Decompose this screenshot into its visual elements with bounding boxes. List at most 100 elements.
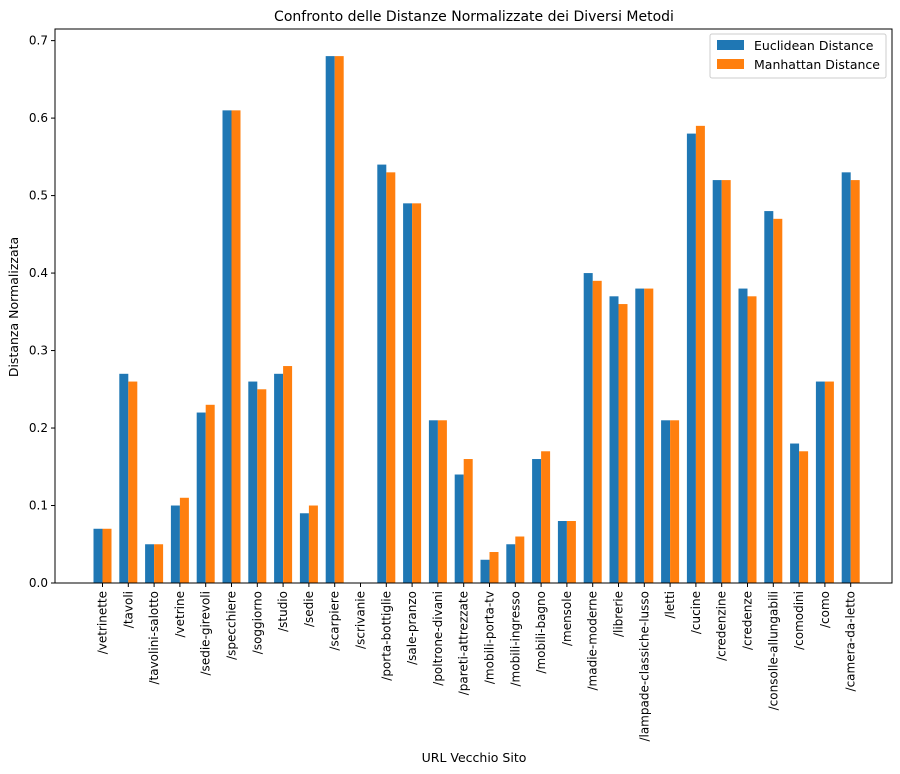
bar-manhattan-letti [670,420,680,583]
x-tick-label: /sedie [302,591,316,627]
bar-manhattan-mobili-ingresso [515,536,525,583]
legend-swatch [717,40,744,50]
x-tick-label: /porta-bottiglie [379,591,393,681]
bar-manhattan-soggiorno [257,389,267,583]
x-tick-label: /librerie [612,591,626,637]
bar-euclidean-comodini [790,443,800,583]
bar-euclidean-cucine [686,133,696,583]
y-tick-label: 0.4 [29,266,48,280]
bar-manhattan-studio [283,366,293,583]
bar-euclidean-lampade-classiche-lusso [635,288,645,583]
bar-euclidean-studio [274,373,284,583]
bar-euclidean-poltrone-divani [428,420,438,583]
x-tick-label: /vetrine [173,591,187,638]
bar-manhattan-credenze [747,296,757,583]
plot-frame [54,28,893,584]
bar-manhattan-mobili-bagno [541,451,551,583]
x-tick-label: /mobili-porta-tv [483,591,497,684]
bar-euclidean-scarpiere [325,56,335,584]
x-tick-label: /tavoli [121,591,135,628]
x-tick-label: /camera-da-letto [844,591,858,691]
legend-label: Euclidean Distance [754,38,874,53]
bar-euclidean-sedie-girevoli [196,412,206,583]
x-axis: /vetrinette/tavoli/tavolini-salotto/vetr… [96,583,858,742]
bar-manhattan-poltrone-divani [437,420,447,583]
x-tick-label: /letti [663,591,677,619]
bar-manhattan-sedie-girevoli [205,404,215,583]
y-axis-title: Distanza Normalizzata [6,237,21,377]
bar-manhattan-vetrinette [102,528,112,583]
y-tick-label: 0.3 [29,344,48,358]
bar-manhattan-specchiere [231,110,241,584]
x-tick-label: /credenzine [715,591,729,661]
x-tick-label: /credenze [741,591,755,650]
legend-swatch [717,59,744,69]
bar-euclidean-credenze [738,288,748,583]
bar-manhattan-tavolini-salotto [154,544,164,583]
x-tick-label: /lampade-classiche-lusso [637,591,651,742]
x-tick-label: /como [818,591,832,628]
x-tick-label: /madie-moderne [586,591,600,691]
bar-euclidean-mobili-bagno [532,459,542,583]
bar-manhattan-cucine [695,125,705,583]
bar-euclidean-librerie [609,296,619,583]
bar-euclidean-sedie [299,513,309,583]
y-axis: 0.0 0.1 0.2 0.3 0.4 0.5 0.6 0.7 [29,34,55,590]
chart-title: Confronto delle Distanze Normalizzate de… [274,9,674,25]
x-tick-label: /cucine [689,591,703,634]
bar-euclidean-consolle-allungabili [764,211,774,583]
bar-manhattan-librerie [618,304,628,583]
legend-label: Manhattan Distance [754,57,880,72]
bar-euclidean-credenzine [712,180,722,583]
bar-manhattan-mobili-porta-tv [489,552,499,583]
bar-manhattan-scarpiere [334,56,344,584]
bar-euclidean-vetrine [170,505,180,583]
plot-area [54,28,893,584]
y-tick-label: 0.6 [29,111,48,125]
y-tick-label: 0.0 [29,576,48,590]
bar-manhattan-madie-moderne [592,280,602,583]
x-tick-label: /comodini [792,591,806,650]
bar-euclidean-pareti-attrezzate [454,474,464,583]
bar-euclidean-camera-da-letto [841,172,851,583]
y-tick-label: 0.1 [29,499,48,513]
legend: Euclidean Distance Manhattan Distance [709,33,887,79]
bar-euclidean-soggiorno [248,381,258,583]
x-tick-label: /mobili-bagno [534,591,548,674]
x-tick-label: /poltrone-divani [431,591,445,686]
x-tick-label: /vetrinette [96,591,110,654]
bar-manhattan-porta-bottiglie [386,172,396,583]
bar-manhattan-sedie [308,505,318,583]
x-tick-label: /mobili-ingresso [508,591,522,686]
bar-manhattan-mensole [566,521,576,583]
bar-euclidean-sale-pranzo [403,203,413,583]
x-tick-label: /scrivanie [354,591,368,649]
x-tick-label: /sedie-girevoli [199,591,213,675]
x-tick-label: /studio [276,591,290,632]
bar-manhattan-como [824,381,834,583]
bar-euclidean-letti [661,420,671,583]
x-tick-label: /soggiorno [250,591,264,654]
bar-manhattan-camera-da-letto [850,180,860,583]
bar-manhattan-pareti-attrezzate [463,459,473,583]
bar-euclidean-mobili-porta-tv [480,559,490,583]
bar-euclidean-tavoli [119,373,129,583]
bar-manhattan-vetrine [179,497,189,583]
bar-euclidean-como [815,381,825,583]
bar-manhattan-sale-pranzo [412,203,422,583]
bar-euclidean-porta-bottiglie [377,164,387,583]
bar-euclidean-mobili-ingresso [506,544,516,583]
bar-manhattan-credenzine [721,180,731,583]
legend-box [709,33,887,79]
x-tick-label: /mensole [560,591,574,646]
bar-euclidean-vetrinette [93,528,103,583]
y-tick-label: 0.5 [29,189,48,203]
x-axis-title: URL Vecchio Sito [422,750,527,765]
x-tick-label: /sale-pranzo [405,591,419,665]
x-tick-label: /scarpiere [328,591,342,651]
x-tick-label: /pareti-attrezzate [457,591,471,695]
bar-manhattan-consolle-allungabili [773,218,783,583]
bar-manhattan-comodini [799,451,809,583]
bar-euclidean-mensole [557,521,567,583]
